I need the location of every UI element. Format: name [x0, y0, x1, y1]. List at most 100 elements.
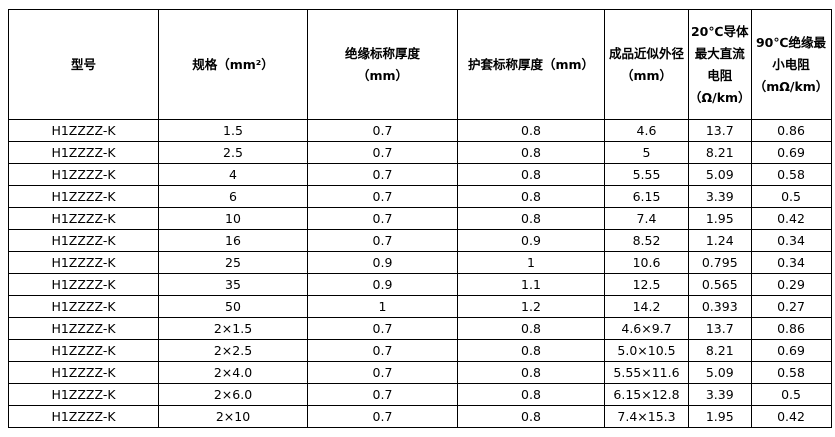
table-cell: 2×4.0	[158, 361, 308, 384]
table-row: H1ZZZZ-K 50 1 1.2 14.2 0.393 0.27	[8, 295, 832, 318]
table-cell: H1ZZZZ-K	[8, 295, 159, 318]
header-conductor-resistance: 20℃导体最大直流电阻（Ω/km）	[688, 9, 752, 120]
table-cell: 0.8	[457, 317, 605, 340]
table-cell: H1ZZZZ-K	[8, 185, 159, 208]
table-cell: 3.39	[688, 185, 752, 208]
table-cell: H1ZZZZ-K	[8, 361, 159, 384]
table-cell: 1.95	[688, 207, 752, 230]
header-sheath-thickness: 护套标称厚度（mm）	[457, 9, 605, 120]
table-cell: 0.8	[457, 405, 605, 428]
table-cell: 13.7	[688, 119, 752, 142]
table-cell: 0.8	[457, 339, 605, 362]
table-row: H1ZZZZ-K 2×1.5 0.7 0.8 4.6×9.7 13.7 0.86	[8, 317, 832, 340]
table-cell: 8.21	[688, 141, 752, 164]
table-row: H1ZZZZ-K 10 0.7 0.8 7.4 1.95 0.42	[8, 207, 832, 230]
table-cell: 1.2	[457, 295, 605, 318]
table-cell: 14.2	[604, 295, 689, 318]
table-cell: H1ZZZZ-K	[8, 207, 159, 230]
table-cell: 0.795	[688, 251, 752, 274]
table-cell: 0.8	[457, 163, 605, 186]
table-cell: 0.7	[307, 361, 458, 384]
table-cell: 0.8	[457, 185, 605, 208]
table-row: H1ZZZZ-K 2×6.0 0.7 0.8 6.15×12.8 3.39 0.5	[8, 383, 832, 406]
table-cell: 8.52	[604, 229, 689, 252]
table-cell: 2×2.5	[158, 339, 308, 362]
table-cell: H1ZZZZ-K	[8, 273, 159, 296]
table-cell: 0.7	[307, 185, 458, 208]
table-cell: 6.15×12.8	[604, 383, 689, 406]
table-cell: H1ZZZZ-K	[8, 163, 159, 186]
table-cell: 0.58	[750, 361, 832, 384]
table-cell: 4.6×9.7	[604, 317, 689, 340]
table-cell: 0.7	[307, 207, 458, 230]
table-cell: 5.55	[604, 163, 689, 186]
table-cell: 0.7	[307, 229, 458, 252]
table-cell: 0.7	[307, 317, 458, 340]
table-cell: 0.29	[750, 273, 832, 296]
table-cell: 1.1	[457, 273, 605, 296]
table-row: H1ZZZZ-K 2×2.5 0.7 0.8 5.0×10.5 8.21 0.69	[8, 339, 832, 362]
table-cell: 12.5	[604, 273, 689, 296]
table-row: H1ZZZZ-K 2×4.0 0.7 0.8 5.55×11.6 5.09 0.58	[8, 361, 832, 384]
table-cell: H1ZZZZ-K	[8, 119, 159, 142]
table-cell: 0.8	[457, 383, 605, 406]
table-cell: 50	[158, 295, 308, 318]
table-row: H1ZZZZ-K 1.5 0.7 0.8 4.6 13.7 0.86	[8, 119, 832, 142]
table-row: H1ZZZZ-K 16 0.7 0.9 8.52 1.24 0.34	[8, 229, 832, 252]
table-cell: 10.6	[604, 251, 689, 274]
table-cell: 7.4	[604, 207, 689, 230]
table-cell: 5.09	[688, 163, 752, 186]
table-cell: 0.7	[307, 119, 458, 142]
table-cell: 0.86	[750, 119, 832, 142]
header-row: 型号 规格（mm²） 绝缘标称厚度（mm） 护套标称厚度（mm） 成品近似外径（…	[8, 9, 832, 120]
table-cell: 3.39	[688, 383, 752, 406]
table-cell: 7.4×15.3	[604, 405, 689, 428]
table-cell: 0.8	[457, 361, 605, 384]
table-cell: H1ZZZZ-K	[8, 317, 159, 340]
table-cell: 35	[158, 273, 308, 296]
table-cell: 0.27	[750, 295, 832, 318]
table-cell: 2×6.0	[158, 383, 308, 406]
table-cell: 4	[158, 163, 308, 186]
table-cell: 0.5	[750, 185, 832, 208]
table-cell: 1.95	[688, 405, 752, 428]
table-row: H1ZZZZ-K 25 0.9 1 10.6 0.795 0.34	[8, 251, 832, 274]
table-cell: 5	[604, 141, 689, 164]
table-cell: 0.7	[307, 405, 458, 428]
table-cell: 13.7	[688, 317, 752, 340]
table-cell: 0.8	[457, 119, 605, 142]
header-insulation-resistance: 90℃绝缘最小电阻（mΩ/km）	[750, 9, 832, 120]
table-row: H1ZZZZ-K 2×10 0.7 0.8 7.4×15.3 1.95 0.42	[8, 405, 832, 428]
table-cell: 0.34	[750, 251, 832, 274]
table-cell: 0.393	[688, 295, 752, 318]
table-cell: H1ZZZZ-K	[8, 383, 159, 406]
table-cell: H1ZZZZ-K	[8, 229, 159, 252]
table-cell: 0.69	[750, 141, 832, 164]
header-insulation-thickness: 绝缘标称厚度（mm）	[307, 9, 458, 120]
table-row: H1ZZZZ-K 2.5 0.7 0.8 5 8.21 0.69	[8, 141, 832, 164]
header-outer-diameter: 成品近似外径（mm）	[604, 9, 689, 120]
table-cell: 0.5	[750, 383, 832, 406]
table-cell: 5.0×10.5	[604, 339, 689, 362]
table-cell: 0.565	[688, 273, 752, 296]
table-cell: 5.55×11.6	[604, 361, 689, 384]
table-cell: H1ZZZZ-K	[8, 251, 159, 274]
spec-table: 型号 规格（mm²） 绝缘标称厚度（mm） 护套标称厚度（mm） 成品近似外径（…	[8, 9, 832, 428]
table-cell: 2×1.5	[158, 317, 308, 340]
table-cell: 0.7	[307, 163, 458, 186]
table-cell: 16	[158, 229, 308, 252]
header-model: 型号	[8, 9, 159, 120]
table-cell: 1.5	[158, 119, 308, 142]
table-cell: 0.8	[457, 141, 605, 164]
table-cell: 0.9	[307, 273, 458, 296]
table-cell: 6	[158, 185, 308, 208]
table-row: H1ZZZZ-K 4 0.7 0.8 5.55 5.09 0.58	[8, 163, 832, 186]
table-cell: H1ZZZZ-K	[8, 405, 159, 428]
table-cell: 25	[158, 251, 308, 274]
table-cell: 0.42	[750, 207, 832, 230]
table-row: H1ZZZZ-K 6 0.7 0.8 6.15 3.39 0.5	[8, 185, 832, 208]
table-cell: 2×10	[158, 405, 308, 428]
table-cell: 0.34	[750, 229, 832, 252]
table-cell: 0.7	[307, 339, 458, 362]
table-cell: 5.09	[688, 361, 752, 384]
